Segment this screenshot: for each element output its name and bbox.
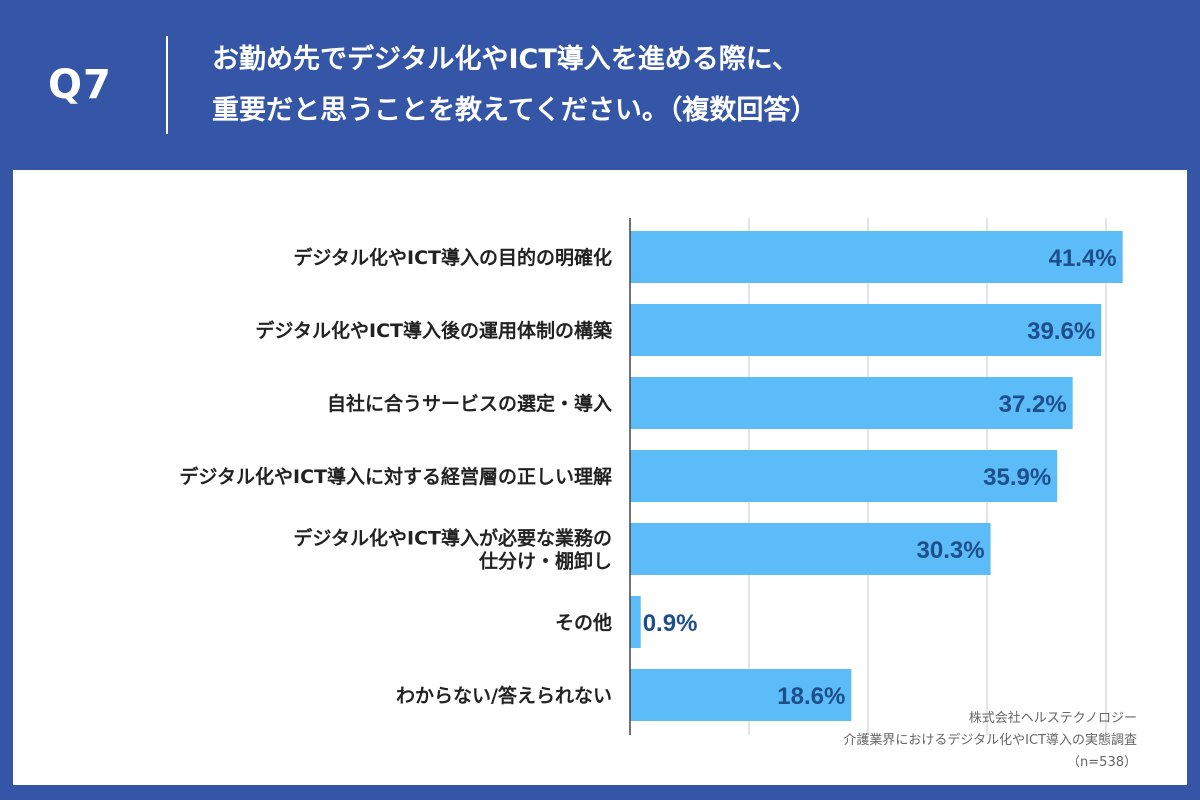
bar-chart: 41.4% デジタル化やICT導入の目的の明確化 39.6% デジタル化やICT導入後… (179, 218, 1123, 735)
category-label: 自社に合うサービスの選定・導入 (327, 392, 612, 415)
bar (630, 304, 1102, 356)
data-label: 35.9% (983, 464, 1051, 491)
data-label: 37.2% (999, 391, 1067, 418)
question-title: お勤め先でデジタル化やICT導入を進める際に、 重要だと思うことを教えてください… (212, 34, 1172, 136)
chart-panel: 41.4% デジタル化やICT導入の目的の明確化 39.6% デジタル化やICT導入後… (13, 170, 1187, 785)
source-company: 株式会社ヘルステクノロジー (968, 711, 1137, 726)
category-label: デジタル化やICT導入が必要な業務の (293, 527, 612, 550)
data-label: 0.9% (643, 610, 698, 637)
category-label: わからない/答えられない (396, 684, 612, 707)
category-label: その他 (555, 611, 612, 634)
header-divider (166, 36, 168, 134)
category-label: デジタル化やICT導入に対する経営層の正しい理解 (179, 465, 612, 488)
data-label: 30.3% (917, 537, 985, 564)
question-header: Q7 お勤め先でデジタル化やICT導入を進める際に、 重要だと思うことを教えてく… (0, 0, 1200, 170)
data-label: 39.6% (1027, 318, 1095, 345)
category-label: 仕分け・棚卸し (478, 550, 612, 573)
question-number: Q7 (48, 62, 112, 108)
data-label: 41.4% (1049, 245, 1117, 272)
question-title-line-1: お勤め先でデジタル化やICT導入を進める際に、 (212, 44, 799, 75)
bar (630, 231, 1123, 283)
bar (630, 669, 852, 721)
bar (630, 596, 641, 648)
bar (630, 450, 1058, 502)
source-note: 株式会社ヘルステクノロジー 介護業界におけるデジタル化やICT導入の実態調査 （… (843, 708, 1137, 774)
bar (630, 523, 991, 575)
source-sample: （n=538） (1067, 755, 1137, 770)
question-title-line-2: 重要だと思うことを教えてください。（複数回答） (212, 95, 818, 126)
data-label: 18.6% (777, 683, 845, 710)
category-label: デジタル化やICT導入の目的の明確化 (293, 246, 612, 269)
bar (630, 377, 1073, 429)
category-label: デジタル化やICT導入後の運用体制の構築 (255, 319, 613, 342)
source-survey: 介護業界におけるデジタル化やICT導入の実態調査 (843, 733, 1137, 748)
